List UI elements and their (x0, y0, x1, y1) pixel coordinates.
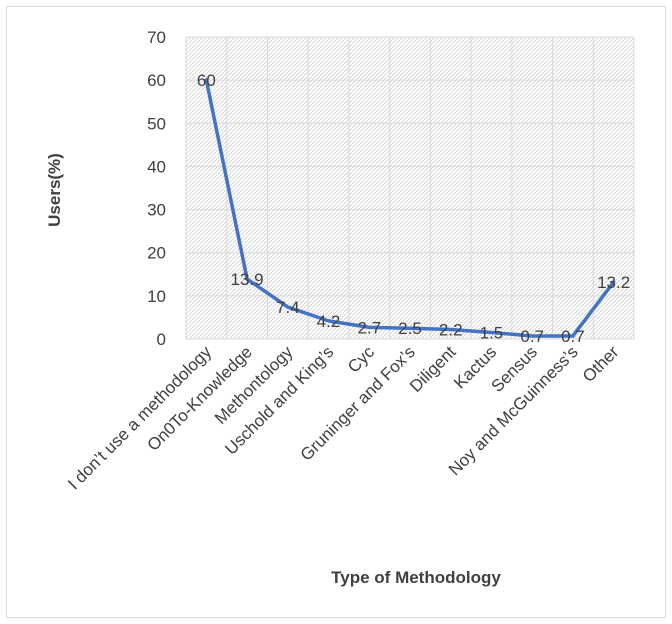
data-point (286, 305, 290, 309)
data-labels: 60 13.9 7.4 4.2 2.7 2.5 2.2 1.5 0.7 0.7 13.2 (197, 71, 630, 346)
data-label: 0.7 (520, 327, 544, 346)
y-tick-label: 40 (147, 157, 166, 176)
y-tick-label: 50 (147, 114, 166, 133)
y-tick-label: 20 (147, 244, 166, 263)
x-tick-label: Other (579, 342, 623, 386)
data-label: 60 (197, 71, 216, 90)
plot-background (186, 37, 634, 339)
y-tick-label: 10 (147, 287, 166, 306)
y-tick-label: 30 (147, 201, 166, 220)
x-tick-label: Diligent (406, 342, 460, 396)
y-axis-title: Users(%) (45, 153, 64, 227)
data-label: 13.9 (231, 270, 264, 289)
data-label: 7.4 (276, 298, 300, 317)
data-label: 4.2 (317, 312, 341, 331)
data-point (612, 280, 616, 284)
data-point (489, 331, 493, 335)
y-tick-label: 70 (147, 28, 166, 47)
data-point (327, 319, 331, 323)
y-axis-ticks: 0 10 20 30 40 50 60 70 (147, 28, 166, 349)
chart-frame (6, 6, 666, 618)
data-point (530, 334, 534, 338)
data-point (245, 277, 249, 281)
data-point (449, 328, 453, 332)
series-group (204, 78, 616, 338)
data-point (408, 326, 412, 330)
data-label: 13.2 (597, 273, 630, 292)
y-tick-label: 0 (157, 330, 166, 349)
data-point (571, 334, 575, 338)
data-label: 0.7 (561, 327, 585, 346)
x-axis-title: Type of Methodology (331, 568, 501, 587)
data-point (367, 325, 371, 329)
data-label: 2.5 (398, 319, 422, 338)
gridlines (185, 36, 635, 340)
x-tick-label: Cyc (344, 342, 378, 376)
y-tick-label: 60 (147, 71, 166, 90)
x-axis-ticks: I don’t use a methodologyOn0To-Knowledge… (64, 342, 623, 493)
data-label: 2.2 (439, 321, 463, 340)
data-label: 2.7 (357, 318, 381, 337)
data-label: 1.5 (480, 324, 504, 343)
plot-area (186, 37, 634, 339)
data-point (204, 78, 208, 82)
